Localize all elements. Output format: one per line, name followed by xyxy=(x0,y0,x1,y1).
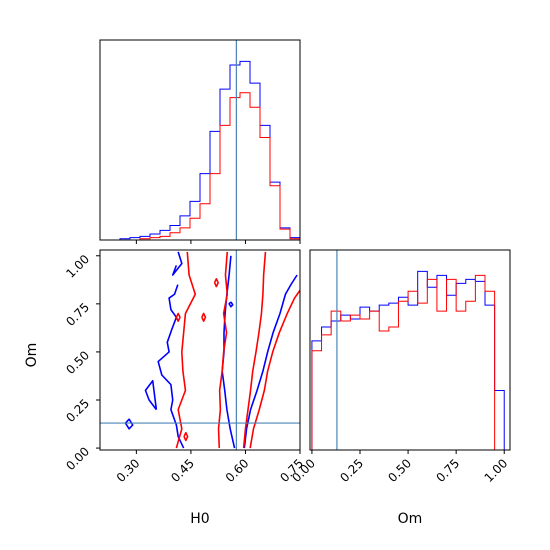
contour-line-red xyxy=(183,431,189,442)
h0-histogram-panel xyxy=(99,39,301,244)
h0-histogram-ticks xyxy=(135,240,301,244)
contour-line-red xyxy=(217,251,229,449)
om-histogram-axis-ticks: 0.00 0.25 0.50 0.75 1.00 xyxy=(289,450,510,485)
contour-frame xyxy=(99,249,301,451)
contour-line-red xyxy=(175,251,197,449)
om-histogram-tick-label: 1.00 xyxy=(482,456,511,485)
h0-histogram-frame xyxy=(99,39,301,241)
contour-line-red xyxy=(249,289,300,449)
histogram-step-red xyxy=(100,92,301,241)
h0-tick-label: 0.60 xyxy=(223,456,252,485)
om-histogram-tick-label: 0.25 xyxy=(337,456,366,485)
h0-tick-label: 0.45 xyxy=(168,456,197,485)
om-tick-label: 0.75 xyxy=(63,300,92,329)
contour-line-red xyxy=(213,278,219,288)
om-tick-label: 1.00 xyxy=(63,252,92,281)
om-tick-label: 0.00 xyxy=(63,444,92,473)
om-tick-label: 0.50 xyxy=(63,348,92,377)
om-histogram-axis-label: Om xyxy=(398,511,423,527)
contour-line-blue xyxy=(124,418,134,430)
om-histograms xyxy=(311,270,505,451)
om-histogram-panel: 0.00 0.25 0.50 0.75 1.00 Om xyxy=(289,249,511,527)
om-histogram-frame xyxy=(309,249,511,451)
contour-line-red xyxy=(201,312,207,322)
h0-histograms xyxy=(100,60,301,241)
histogram-step-red xyxy=(311,274,505,451)
h0-axis-label: H0 xyxy=(190,511,209,527)
h0-tick-label: 0.30 xyxy=(114,456,143,485)
h0-axis-ticks: 0.30 0.45 0.60 0.75 xyxy=(114,450,306,485)
contour-line-red xyxy=(175,312,181,322)
om-axis-label: Om xyxy=(24,343,40,368)
contour-line-blue xyxy=(243,274,298,449)
contour-line-blue xyxy=(157,284,185,449)
contour-line-blue xyxy=(144,379,158,411)
contour-line-red xyxy=(242,251,267,449)
om-histogram-tick-label: 0.75 xyxy=(433,456,462,485)
contour-lines xyxy=(124,251,300,449)
contour-line-blue xyxy=(171,251,183,276)
om-axis-ticks: 0.00 0.25 0.50 0.75 1.00 xyxy=(63,252,100,473)
om-histogram-tick-label: 0.50 xyxy=(385,456,414,485)
contour-line-blue xyxy=(228,301,234,308)
h0-om-contour-panel: 0.30 0.45 0.60 0.75 0.00 0.25 0.50 0.75 1.00 H0… xyxy=(24,249,306,527)
om-tick-label: 0.25 xyxy=(63,396,92,425)
